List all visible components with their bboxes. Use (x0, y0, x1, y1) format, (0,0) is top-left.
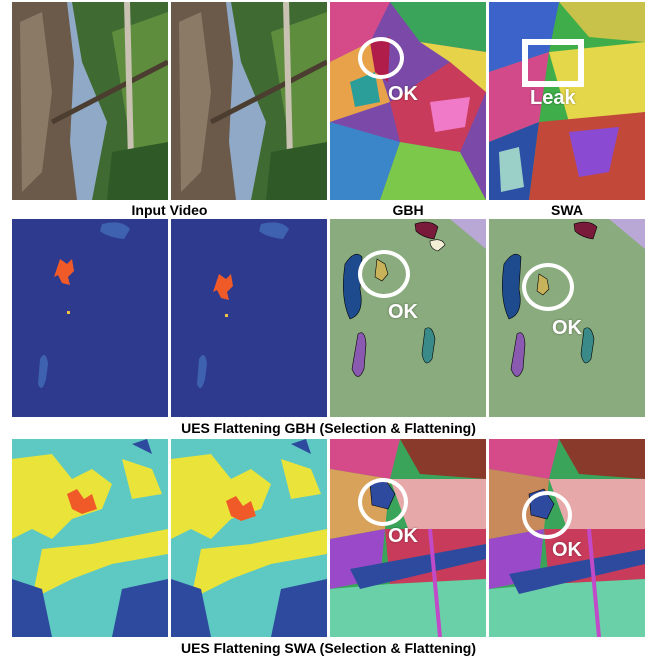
caption-ues-gbh: UES Flattening GBH (Selection & Flatteni… (181, 420, 476, 436)
ok-label-ues-swa-1: OK (388, 525, 418, 547)
swa-segmentation (489, 2, 645, 200)
ues-gbh-flat-2 (171, 219, 327, 417)
leak-box-swa (522, 39, 584, 87)
ok-label-ues-gbh-1: OK (388, 301, 418, 323)
ues-gbh-seg-1 (330, 219, 486, 417)
leak-label-swa: Leak (530, 87, 576, 109)
ok-label-ues-gbh-2: OK (552, 317, 582, 339)
caption-gbh: GBH (392, 202, 424, 218)
ues-gbh-flat-1 (12, 219, 168, 417)
ues-swa-seg-2 (489, 439, 645, 637)
ok-circle-ues-swa-1 (358, 478, 408, 526)
input-frame-2 (171, 2, 327, 200)
ues-swa-seg-1 (330, 439, 486, 637)
input-frame-1 (12, 2, 168, 200)
caption-ues-swa: UES Flattening SWA (Selection & Flatteni… (180, 640, 477, 656)
ok-circle-ues-gbh-1 (358, 250, 410, 298)
ok-circle-ues-gbh-2 (522, 263, 574, 311)
caption-swa: SWA (551, 202, 583, 218)
ok-circle-gbh (358, 37, 404, 79)
ues-gbh-seg-2 (489, 219, 645, 417)
ues-swa-flat-1 (12, 439, 168, 637)
caption-input-video: Input Video (131, 202, 208, 218)
ok-circle-ues-swa-2 (522, 491, 572, 539)
ok-label-ues-swa-2: OK (552, 539, 582, 561)
ues-swa-flat-2 (171, 439, 327, 637)
gbh-segmentation (330, 2, 486, 200)
ok-label-gbh: OK (388, 83, 418, 105)
